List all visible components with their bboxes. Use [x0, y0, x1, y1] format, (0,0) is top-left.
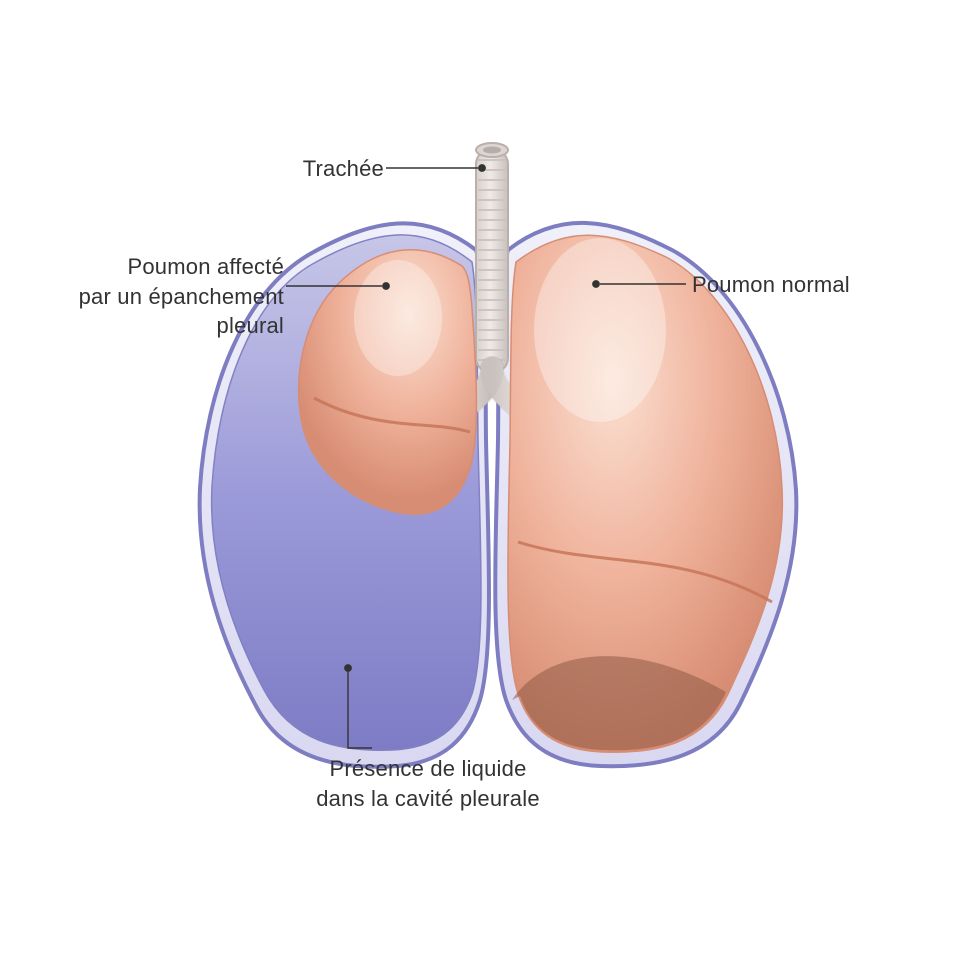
label-fluid-line2: dans la cavité pleurale [316, 786, 540, 811]
lungs-diagram-svg [0, 0, 960, 960]
label-trachea: Trachée [300, 154, 384, 184]
label-normal-lung: Poumon normal [692, 270, 850, 300]
label-fluid: Présence de liquide dans la cavité pleur… [298, 754, 558, 813]
diagram-stage: Trachée Poumon affecté par un épanchemen… [0, 0, 960, 960]
label-affected-lung-line3: pleural [217, 313, 284, 338]
label-affected-lung: Poumon affecté par un épanchement pleura… [62, 252, 284, 341]
label-fluid-line1: Présence de liquide [329, 756, 526, 781]
label-affected-lung-line2: par un épanchement [79, 284, 284, 309]
label-affected-lung-line1: Poumon affecté [128, 254, 285, 279]
